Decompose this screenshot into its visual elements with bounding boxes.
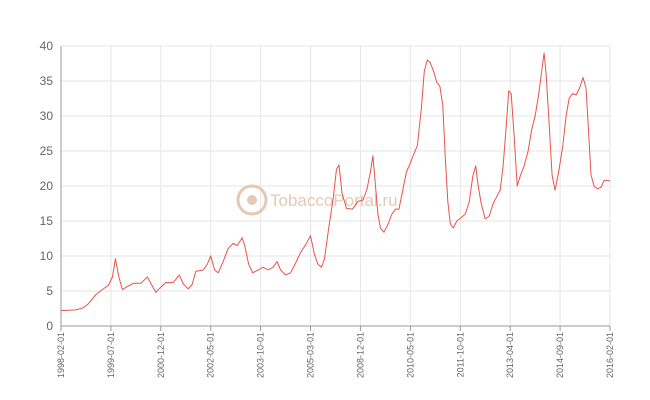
x-tick-label: 2011-10-01 [455, 332, 465, 377]
axes [60, 46, 611, 331]
watermark-text: TobaccoPortal.ru [270, 191, 398, 210]
y-tick-label: 20 [40, 179, 54, 193]
y-tick-label: 0 [46, 319, 53, 333]
x-tick-label: 1998-02-01 [56, 332, 66, 378]
x-tick-label: 2003-10-01 [256, 332, 266, 378]
x-tick-label: 2002-05-01 [206, 332, 216, 378]
x-tick-label: 2016-02-01 [605, 332, 615, 378]
y-axis-ticks: 0 5 10 15 20 25 30 35 40 [40, 39, 54, 333]
y-tick-label: 10 [40, 249, 54, 263]
series-line [60, 52, 611, 312]
watermark-logo-dot [247, 195, 257, 205]
y-tick-label: 35 [40, 74, 54, 88]
x-tick-label: 1999-07-01 [106, 332, 116, 378]
x-tick-label: 2005-03-01 [306, 332, 316, 378]
y-tick-label: 30 [40, 109, 54, 123]
series-group [60, 52, 611, 312]
x-tick-label: 2000-12-01 [156, 332, 166, 378]
grid-lines [61, 45, 611, 326]
watermark: TobaccoPortal.ru [236, 184, 398, 216]
y-tick-label: 25 [40, 144, 54, 158]
x-tick-label: 2008-12-01 [355, 332, 365, 378]
y-tick-label: 5 [46, 284, 53, 298]
x-tick-label: 2014-09-01 [555, 332, 565, 378]
y-tick-label: 15 [40, 214, 54, 228]
x-tick-label: 2013-04-01 [505, 332, 515, 378]
x-tick-label: 2010-05-01 [405, 332, 415, 378]
y-tick-label: 40 [40, 39, 54, 53]
watermark-logo-ring [236, 184, 268, 216]
x-axis-ticks: 1998-02-01 1999-07-01 2000-12-01 2002-05-01… [56, 332, 615, 378]
